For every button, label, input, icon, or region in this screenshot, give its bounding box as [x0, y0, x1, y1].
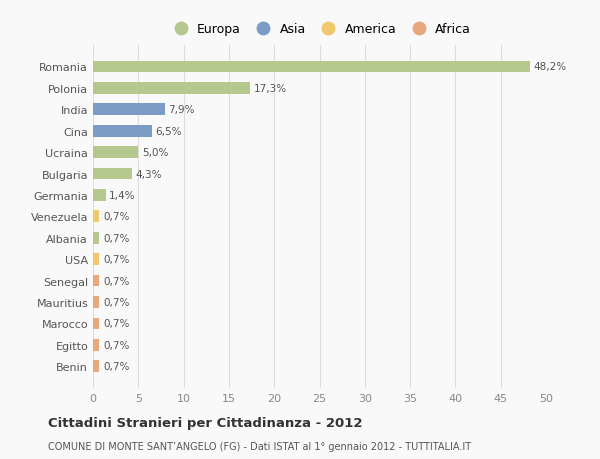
Text: 0,7%: 0,7%: [103, 297, 130, 308]
Bar: [93, 254, 100, 265]
Text: COMUNE DI MONTE SANT’ANGELO (FG) - Dati ISTAT al 1° gennaio 2012 - TUTTITALIA.IT: COMUNE DI MONTE SANT’ANGELO (FG) - Dati …: [48, 441, 471, 451]
Legend: Europa, Asia, America, Africa: Europa, Asia, America, Africa: [163, 18, 476, 41]
Text: 4,3%: 4,3%: [136, 169, 162, 179]
Bar: [93, 211, 100, 223]
Text: 0,7%: 0,7%: [103, 340, 130, 350]
Bar: [93, 339, 100, 351]
Text: Cittadini Stranieri per Cittadinanza - 2012: Cittadini Stranieri per Cittadinanza - 2…: [48, 416, 362, 429]
Bar: [93, 297, 100, 308]
Text: 48,2%: 48,2%: [533, 62, 566, 73]
Bar: [93, 104, 164, 116]
Text: 0,7%: 0,7%: [103, 319, 130, 329]
Text: 0,7%: 0,7%: [103, 255, 130, 264]
Text: 0,7%: 0,7%: [103, 276, 130, 286]
Bar: [93, 62, 530, 73]
Text: 7,9%: 7,9%: [168, 105, 194, 115]
Bar: [93, 147, 139, 159]
Bar: [93, 190, 106, 202]
Text: 1,4%: 1,4%: [109, 190, 136, 201]
Bar: [93, 318, 100, 330]
Text: 5,0%: 5,0%: [142, 148, 168, 158]
Bar: [93, 232, 100, 244]
Text: 0,7%: 0,7%: [103, 212, 130, 222]
Bar: [93, 275, 100, 287]
Bar: [93, 361, 100, 372]
Text: 17,3%: 17,3%: [253, 84, 286, 94]
Text: 0,7%: 0,7%: [103, 361, 130, 371]
Bar: [93, 126, 152, 137]
Text: 0,7%: 0,7%: [103, 233, 130, 243]
Bar: [93, 168, 132, 180]
Bar: [93, 83, 250, 95]
Text: 6,5%: 6,5%: [155, 126, 182, 136]
